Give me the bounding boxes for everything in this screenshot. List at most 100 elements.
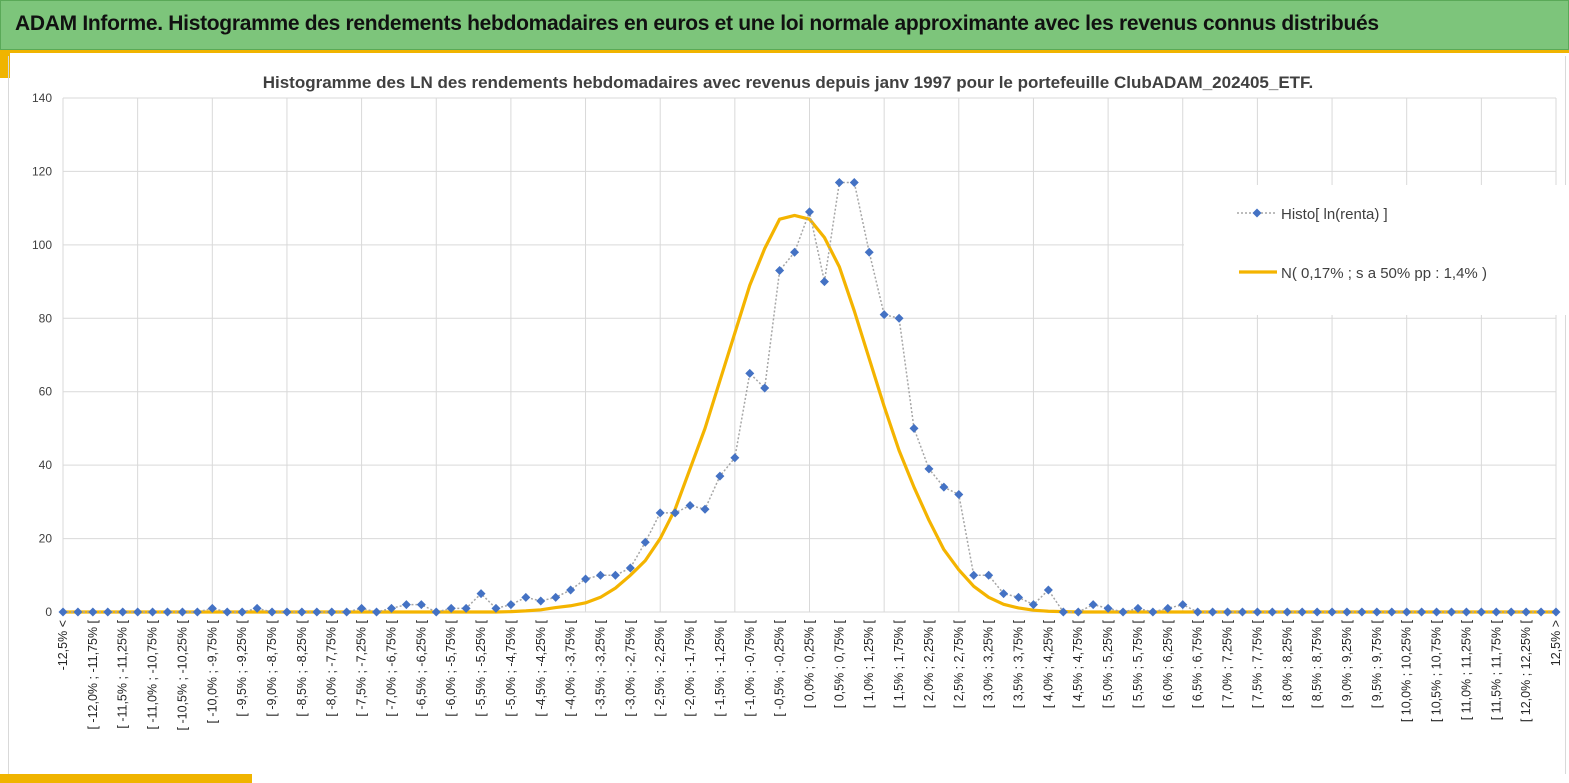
y-tick-label: 80 (39, 311, 53, 325)
x-tick-label: [ -8,5% ; -8,25% [ (295, 619, 309, 716)
x-tick-label: [ -9,5% ; -9,25% [ (235, 619, 249, 716)
histo-point (342, 607, 352, 617)
histo-point (1312, 607, 1322, 617)
x-tick-label: [ 7,5% ; 7,75% [ (1250, 619, 1264, 708)
histo-point (163, 607, 173, 617)
x-tick-label: [ 2,5% ; 2,75% [ (952, 619, 966, 708)
legend: Histo[ ln(renta) ] N( 0,17% ; s a 50% pp… (1184, 185, 1566, 315)
series (58, 177, 1561, 617)
chart-title: Histogramme des LN des rendements hebdom… (263, 73, 1314, 92)
x-tick-label: [ 9,5% ; 9,75% [ (1370, 619, 1384, 708)
x-tick-label: [ 2,0% ; 2,25% [ (922, 619, 936, 708)
x-tick-label: [ -6,5% ; -6,25% [ (414, 619, 428, 716)
histo-point (954, 490, 964, 500)
histo-point (222, 607, 232, 617)
histo-point (1357, 607, 1367, 617)
histo-point (790, 247, 800, 257)
histo-point (148, 607, 158, 617)
histo-point (282, 607, 292, 617)
histo-point (1521, 607, 1531, 617)
x-tick-label: [ -4,0% ; -3,75% [ (564, 619, 578, 716)
histo-point (834, 177, 844, 187)
histo-point (685, 501, 695, 511)
histo-point (491, 603, 501, 613)
histo-point (1446, 607, 1456, 617)
x-tick-label: [ 3,0% ; 3,25% [ (982, 619, 996, 708)
histo-point (1208, 607, 1218, 617)
histo-point (999, 589, 1009, 599)
histo-point (805, 207, 814, 217)
histo-point (1193, 607, 1203, 617)
histo-point (969, 570, 979, 580)
histo-point (775, 266, 785, 276)
x-tick-label: [ 1,0% ; 1,25% [ (862, 619, 876, 708)
histo-point (1148, 607, 1158, 617)
report-header: ADAM Informe. Histogramme des rendements… (0, 0, 1569, 50)
histo-point (1178, 600, 1188, 610)
y-tick-label: 60 (39, 385, 53, 399)
x-tick-label: [ -2,5% ; -2,25% [ (653, 619, 667, 716)
histo-point (73, 607, 83, 617)
histo-point (446, 603, 456, 613)
x-tick-label: [ -1,5% ; -1,25% [ (713, 619, 727, 716)
x-tick-label: [ 7,0% ; 7,25% [ (1221, 619, 1235, 708)
x-tick-label: 12,5% > (1549, 620, 1563, 666)
histo-point (461, 603, 471, 613)
histo-point (252, 603, 262, 613)
histo-point (581, 574, 591, 584)
x-tick-label: [ 0,5% ; 0,75% [ (832, 619, 846, 708)
legend-histo-marker (1252, 208, 1262, 218)
histo-point (1103, 603, 1113, 613)
histo-point (745, 368, 755, 378)
histo-point (1491, 607, 1501, 617)
histo-point (536, 596, 546, 606)
histo-point (133, 607, 143, 617)
histo-point (894, 313, 904, 323)
x-tick-label: [ 5,5% ; 5,75% [ (1131, 619, 1145, 708)
histo-point (879, 310, 889, 320)
histo-point (192, 607, 202, 617)
histo-point (327, 607, 337, 617)
histo-point (1073, 607, 1083, 617)
histo-point (1536, 607, 1546, 617)
histo-point (312, 607, 322, 617)
x-tick-label: [ -8,0% ; -7,75% [ (325, 619, 339, 716)
histo-point (1163, 603, 1173, 613)
x-axis-ticks: -12,5% < [ -12,0% ; -11,75% [[ -11,5% ; -… (56, 619, 1563, 730)
histo-point (1028, 600, 1038, 610)
histo-point (1402, 607, 1412, 617)
histo-point (88, 607, 98, 617)
histo-point (1387, 607, 1397, 617)
legend-histo-label: Histo[ ln(renta) ] (1281, 206, 1388, 223)
histo-point (431, 607, 441, 617)
histo-point (506, 600, 516, 610)
x-tick-label: [ -10,0% ; -9,75% [ (205, 619, 219, 723)
x-tick-label: [ -5,5% ; -5,25% [ (474, 619, 488, 716)
histo-point (103, 607, 113, 617)
normal-curve-line (63, 213, 1556, 614)
histo-point (372, 607, 382, 617)
histo-point (1432, 607, 1442, 617)
legend-normal-label: N( 0,17% ; s a 50% pp : 1,4% ) (1281, 265, 1487, 282)
histo-point (1043, 585, 1053, 595)
x-tick-label: [ -11,5% ; -11,25% [ (116, 619, 130, 728)
histo-point (1551, 607, 1561, 617)
x-tick-label: [ 5,0% ; 5,25% [ (1101, 619, 1115, 708)
histo-point (401, 600, 411, 610)
x-tick-label: [ -4,5% ; -4,25% [ (534, 619, 548, 716)
x-tick-label: [ -10,5% ; -10,25% [ (175, 619, 189, 730)
histo-point (1237, 607, 1247, 617)
histo-point (1223, 607, 1233, 617)
histo-point (700, 504, 710, 514)
histo-point (476, 589, 486, 599)
histo-point (1282, 607, 1292, 617)
x-tick-label: [ -1,0% ; -0,75% [ (743, 619, 757, 716)
histo-point (640, 537, 650, 547)
histo-point (1372, 607, 1382, 617)
x-tick-label: [ -3,0% ; -2,75% [ (623, 619, 637, 716)
x-tick-label: [ 3,5% ; 3,75% [ (1012, 619, 1026, 708)
x-tick-label: [ 0,0% ; 0,25% [ (803, 619, 817, 708)
x-tick-label: [ -3,5% ; -3,25% [ (593, 619, 607, 716)
x-tick-label: [ -0,5% ; -0,25% [ (773, 619, 787, 716)
histo-point (1506, 607, 1516, 617)
